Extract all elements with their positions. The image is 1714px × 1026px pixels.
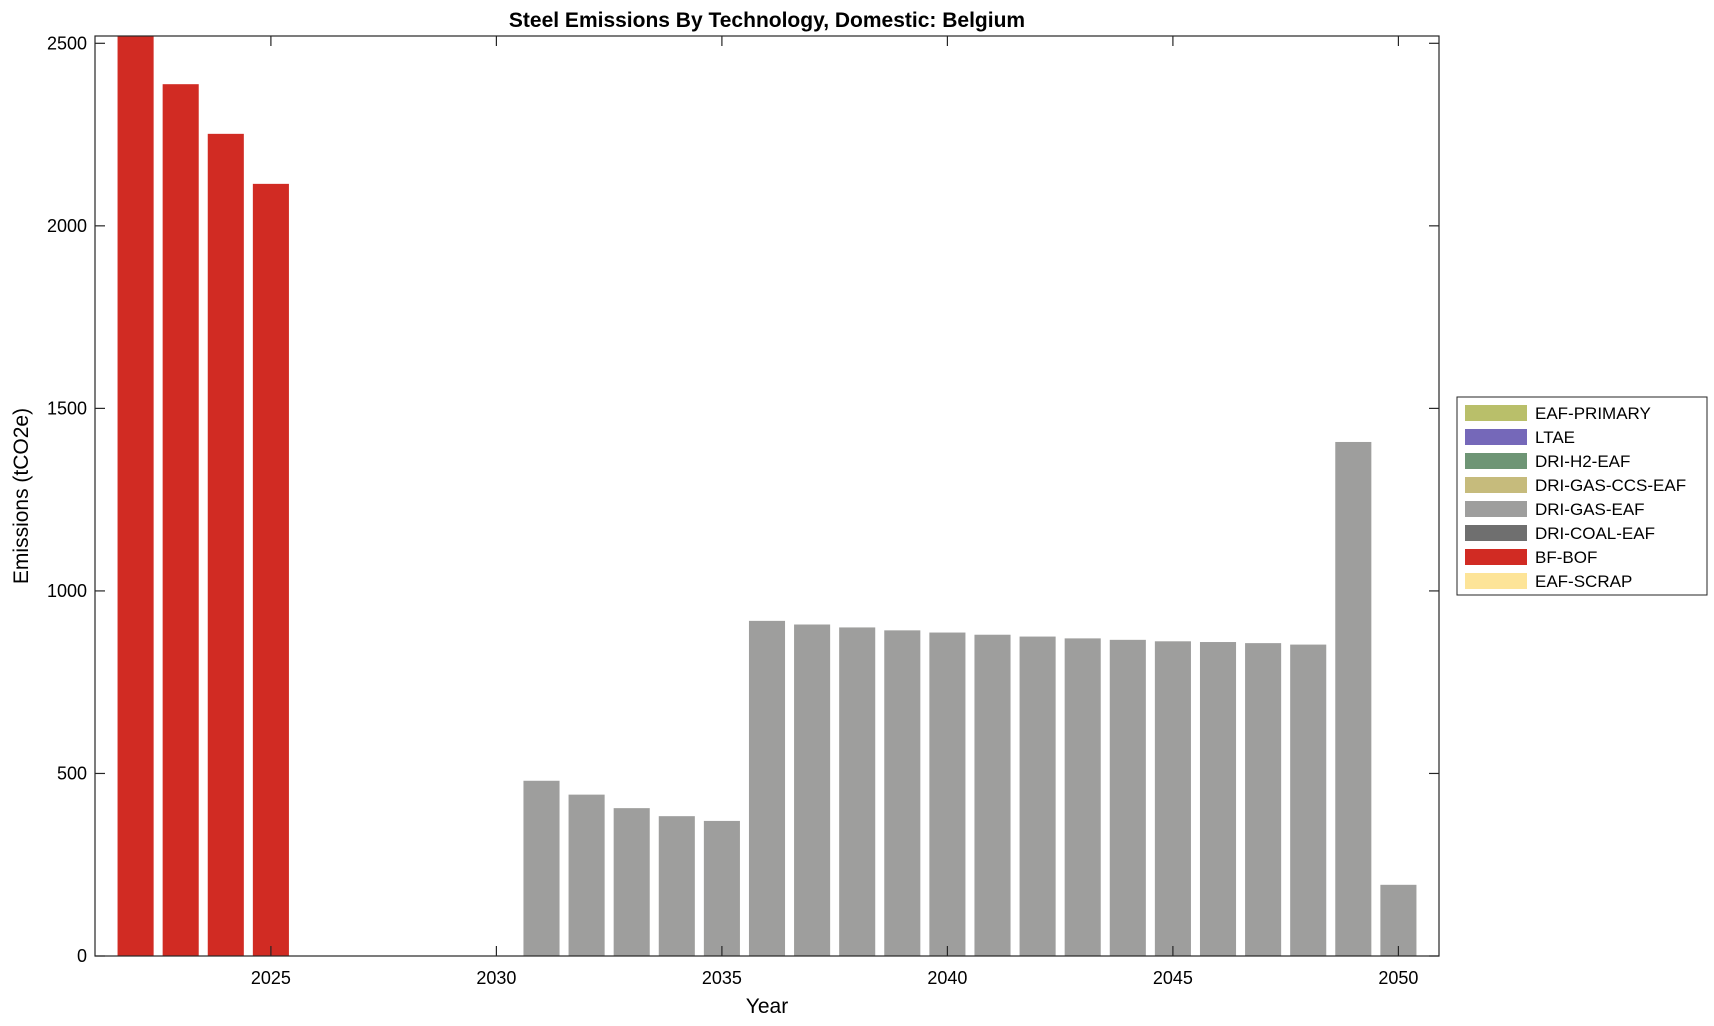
bar-dri-gas-eaf-2049 xyxy=(1335,441,1372,957)
y-tick-label: 2500 xyxy=(47,33,87,53)
bar-dri-gas-eaf-2039 xyxy=(884,630,921,956)
legend-label: BF-BOF xyxy=(1535,548,1597,567)
legend-label: DRI-GAS-EAF xyxy=(1535,500,1645,519)
legend-label: DRI-COAL-EAF xyxy=(1535,524,1655,543)
legend-swatch xyxy=(1465,477,1527,493)
bar-bf-bof-2023 xyxy=(162,84,199,956)
y-tick-label: 1500 xyxy=(47,398,87,418)
x-axis-label: Year xyxy=(746,995,788,1018)
bar-dri-gas-eaf-2035 xyxy=(703,820,740,956)
bar-dri-gas-eaf-2048 xyxy=(1290,644,1327,956)
bar-dri-gas-eaf-2036 xyxy=(748,620,786,956)
bar-bf-bof-2024 xyxy=(207,133,244,957)
chart-title: Steel Emissions By Technology, Domestic:… xyxy=(509,9,1025,32)
x-tick-label: 2050 xyxy=(1378,968,1418,988)
x-tick-label: 2030 xyxy=(476,968,516,988)
bar-dri-gas-eaf-2037 xyxy=(794,624,831,956)
bar-dri-gas-eaf-2032 xyxy=(568,794,605,956)
y-tick-label: 500 xyxy=(57,763,87,783)
legend-label: DRI-H2-EAF xyxy=(1535,452,1630,471)
bar-dri-gas-eaf-2046 xyxy=(1199,642,1237,956)
bar-dri-gas-eaf-2050 xyxy=(1380,884,1417,956)
y-tick-label: 1000 xyxy=(47,581,87,601)
bar-dri-gas-eaf-2033 xyxy=(613,808,650,956)
legend-swatch xyxy=(1465,405,1527,421)
legend-swatch xyxy=(1465,501,1527,517)
legend-label: EAF-SCRAP xyxy=(1535,572,1632,591)
y-axis-label: Emissions (tCO2e) xyxy=(10,408,33,584)
bar-dri-gas-eaf-2045 xyxy=(1154,641,1191,956)
bar-dri-gas-eaf-2047 xyxy=(1245,643,1282,956)
legend-label: LTAE xyxy=(1535,428,1575,447)
bar-dri-gas-eaf-2043 xyxy=(1064,638,1101,956)
legend-swatch xyxy=(1465,525,1527,541)
y-tick-label: 0 xyxy=(77,946,87,966)
axis-ticks: 2025 2030 2035 2040 2045 2050 0 500 1000 1500 2000… xyxy=(47,33,1439,988)
bar-dri-gas-eaf-2044 xyxy=(1109,639,1146,956)
bar-dri-gas-eaf-2038 xyxy=(839,627,876,956)
y-tick-label: 2000 xyxy=(47,216,87,236)
legend-label: EAF-PRIMARY xyxy=(1535,404,1651,423)
bar-dri-gas-eaf-2040 xyxy=(929,632,966,956)
legend-swatch xyxy=(1465,453,1527,469)
x-tick-label: 2025 xyxy=(251,968,291,988)
bar-bf-bof-2022 xyxy=(117,36,154,956)
x-tick-label: 2035 xyxy=(702,968,742,988)
legend-swatch xyxy=(1465,429,1527,445)
bar-dri-gas-eaf-2041 xyxy=(974,634,1011,956)
x-tick-label: 2045 xyxy=(1153,968,1193,988)
legend-swatch xyxy=(1465,549,1527,565)
x-tick-label: 2040 xyxy=(927,968,967,988)
legend: EAF-PRIMARY LTAE DRI-H2-EAF DRI-GAS-CCS-EAF… xyxy=(1456,396,1708,596)
legend-swatch xyxy=(1465,573,1527,589)
bar-dri-gas-eaf-2031 xyxy=(523,780,560,956)
bar-bf-bof-2025 xyxy=(252,183,289,957)
legend-label: DRI-GAS-CCS-EAF xyxy=(1535,476,1686,495)
bar-dri-gas-eaf-2042 xyxy=(1019,636,1056,956)
bar-dri-gas-eaf-2034 xyxy=(658,816,695,956)
plot-area-frame xyxy=(94,35,1440,957)
bars-layer xyxy=(117,36,1417,957)
